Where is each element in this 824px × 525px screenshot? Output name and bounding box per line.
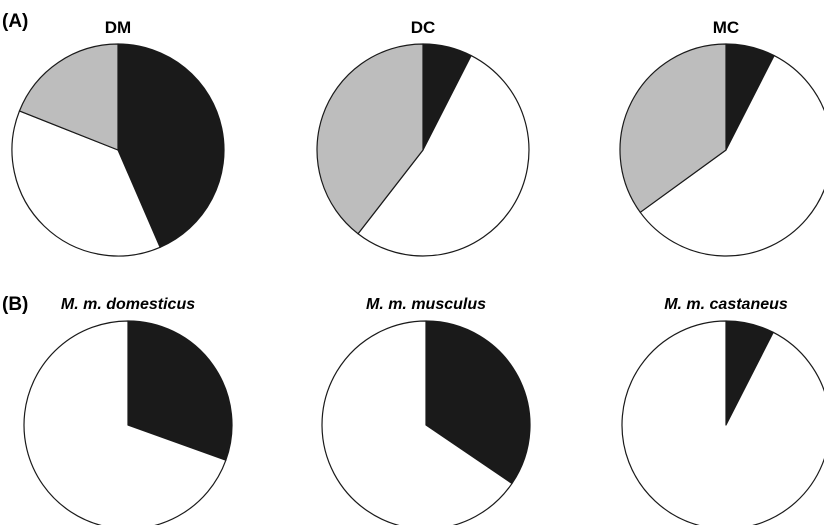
pies-group: DM DC MC M. m. domesticus M. m. musculus M. m…	[11, 18, 824, 525]
pie-title: DM	[105, 18, 131, 37]
panel-label-a: (A)	[2, 11, 28, 32]
pie-chart-5: M. m. musculus	[321, 296, 531, 525]
pie-slice-gray	[18, 43, 119, 151]
pie-chart-2: DC	[316, 18, 530, 257]
panel-label-b: (B)	[2, 294, 28, 315]
pie-slice-white	[357, 54, 530, 257]
pie-slice-gray	[619, 43, 727, 213]
pie-slice-white	[23, 320, 227, 525]
pie-slice-black	[425, 320, 531, 485]
pie-slice-black	[117, 43, 225, 248]
pie-slice-gray	[316, 43, 424, 235]
pie-title: M. m. castaneus	[664, 296, 788, 313]
pie-slice-white	[639, 54, 824, 257]
pie-slice-black	[127, 320, 233, 461]
pie-slice-white	[621, 320, 824, 525]
pie-title: DC	[411, 18, 436, 37]
pie-chart-6: M. m. castaneus	[621, 296, 824, 525]
pie-title: M. m. musculus	[366, 296, 486, 313]
pie-slice-white	[11, 110, 161, 257]
pie-slice-white	[321, 320, 513, 525]
pie-chart-3: MC	[619, 18, 824, 257]
pie-title: M. m. domesticus	[61, 296, 195, 313]
pie-chart-4: M. m. domesticus	[23, 296, 233, 525]
pie-title: MC	[713, 18, 739, 37]
pie-chart-1: DM	[11, 18, 225, 257]
